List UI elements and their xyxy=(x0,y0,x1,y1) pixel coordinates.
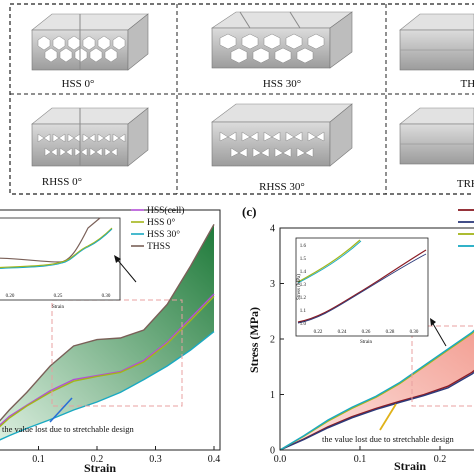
chart-1-series-line-1 xyxy=(279,371,474,451)
chart-left-annotation: the value lost due to stretchable design xyxy=(2,424,134,434)
chart-c-inset-pointer xyxy=(431,321,447,347)
chart-c-inset-y-ticks: 1.6 1.5 1.4 1.3 1.2 1.1 1.0 xyxy=(300,244,307,327)
chart-1-series-line-2 xyxy=(279,330,474,451)
chart-1-y-tick-label-4: 4 xyxy=(270,224,275,235)
inset-y-tick-1.5: 1.5 xyxy=(300,257,307,262)
legend-label-hss-0: HSS 0° xyxy=(147,217,176,228)
model-trhss: TRHSS xyxy=(399,107,474,190)
chart-left-inset-x-label: Strain xyxy=(52,305,64,310)
chart-c-annotation-arrow xyxy=(379,403,397,431)
legend-label-thss: THSS xyxy=(147,242,170,252)
chart-0-series-line-hss-0 xyxy=(0,295,215,428)
chart-c-inset-y-label: Stress (MPa) xyxy=(297,274,302,300)
chart-0-x-tick-label-2: 0.2 xyxy=(91,454,104,465)
legend-label-hss-30: HSS 30° xyxy=(147,229,180,240)
chart-c-inset-pointer-head xyxy=(430,318,436,326)
chart-c-inset-curve-navy xyxy=(297,253,427,324)
chart-left-inset: 0.20 0.25 0.30 Strain xyxy=(0,217,121,310)
inset-x-tick-0.24: 0.24 xyxy=(338,330,347,335)
chart-left-inset-x-tick-2: 0.30 xyxy=(102,294,111,299)
model-label-thss: THSS xyxy=(461,78,474,90)
inset-x-tick-0.22: 0.22 xyxy=(314,330,323,335)
model-label-hss-30: HSS 30° xyxy=(263,78,301,90)
chart-c-ticks: 0.0 0.1 0.2 0 1 2 3 4 xyxy=(270,224,446,466)
chart-c-inset: 1.6 1.5 1.4 1.3 1.2 1.1 1.0 Stress (MPa)… xyxy=(295,237,429,345)
chart-c-inset-curve-hss-0 xyxy=(297,239,361,283)
model-hss-0: HSS 0° xyxy=(31,13,149,90)
chart-1-y-tick-label-3: 3 xyxy=(270,279,275,290)
inset-x-tick-0.30: 0.30 xyxy=(410,330,419,335)
chart-left-x-ticks: 0.00.10.20.30.4 xyxy=(32,446,221,465)
inset-y-tick-1.2: 1.2 xyxy=(300,296,307,301)
model-rhss-30: RHSS 30° xyxy=(211,103,353,193)
chart-c-inset-curve-dark-red xyxy=(297,249,427,323)
chart-c-inset-frame xyxy=(295,237,429,337)
chart-1-y-tick-label-1: 1 xyxy=(270,390,275,401)
model-thss: THSS xyxy=(399,13,474,90)
inset-y-tick-1.1: 1.1 xyxy=(300,309,307,314)
chart-1-y-tick-label-2: 2 xyxy=(270,335,275,346)
chart-1-y-tick-label-0: 0 xyxy=(270,446,275,457)
chart-left-x-label: Strain xyxy=(84,461,116,474)
chart-c-inset-x-ticks: 0.22 0.24 0.26 0.28 0.30 xyxy=(314,330,419,335)
inset-x-tick-0.28: 0.28 xyxy=(386,330,395,335)
model-panel: HSS 0° HSS 30° xyxy=(9,3,474,195)
chart-1-x-tick-label-2: 0.2 xyxy=(434,454,447,465)
chart-c-zoom-box xyxy=(411,325,474,407)
chart-left-inset-pointer-head xyxy=(114,255,121,263)
chart-c-inset-curve-hss-30 xyxy=(297,240,362,284)
legend-label-hss-cell: HSS(cell) xyxy=(147,205,184,216)
chart-0-x-tick-label-1: 0.1 xyxy=(32,454,45,465)
chart-left: 0.00.10.20.30.4 Strain 0.20 0.25 0.30 St… xyxy=(0,205,221,474)
chart-1-series-line-0 xyxy=(279,369,474,451)
chart-left-inset-curve-hss-0 xyxy=(0,227,113,269)
chart-1-series-line-3 xyxy=(279,329,474,451)
model-label-hss-0: HSS 0° xyxy=(62,78,95,90)
inset-y-tick-1.3: 1.3 xyxy=(300,283,307,288)
chart-left-annotation-arrow xyxy=(49,397,73,423)
inset-y-tick-1.4: 1.4 xyxy=(300,270,307,275)
chart-c: (c) 0.0 0.1 0.2 0 1 2 3 4 Stress (MPa) Strain 1… xyxy=(242,204,474,473)
chart-0-series-line-thss xyxy=(0,224,215,422)
chart-c-x-label: Strain xyxy=(394,459,426,473)
model-label-trhss: TRHSS xyxy=(457,178,474,190)
chart-c-series xyxy=(279,329,474,451)
model-label-rhss-30: RHSS 30° xyxy=(259,181,305,193)
model-hss-30: HSS 30° xyxy=(211,11,353,90)
model-panel-border xyxy=(9,3,474,195)
chart-left-lost-value-fill xyxy=(0,224,214,440)
inset-y-tick-1.6: 1.6 xyxy=(300,244,307,249)
chart-left-inset-x-tick-1: 0.25 xyxy=(54,294,63,299)
inset-x-tick-0.26: 0.26 xyxy=(362,330,371,335)
chart-1-x-tick-label-0: 0.0 xyxy=(274,454,287,465)
chart-c-inset-x-label: Strain xyxy=(360,340,372,345)
chart-left-inset-curve-hss-30 xyxy=(0,228,113,269)
chart-left-inset-pointer xyxy=(115,257,137,283)
chart-0-x-tick-label-3: 0.3 xyxy=(149,454,162,465)
model-label-rhss-0: RHSS 0° xyxy=(42,176,82,188)
chart-left-inset-x-tick-0: 0.20 xyxy=(6,294,15,299)
chart-c-panel-label: (c) xyxy=(242,204,256,219)
chart-0-series-line-hss-cell xyxy=(0,293,215,426)
model-rhss-0: RHSS 0° xyxy=(31,107,149,188)
chart-c-annotation: the value lost due to stretchable design xyxy=(322,434,454,444)
inset-y-tick-1.0: 1.0 xyxy=(300,322,307,327)
chart-1-x-tick-label-1: 0.1 xyxy=(354,454,367,465)
chart-0-x-tick-label-4: 0.4 xyxy=(208,454,221,465)
chart-c-y-label: Stress (MPa) xyxy=(247,307,261,373)
chart-c-legend xyxy=(458,209,474,247)
chart-left-plot-frame xyxy=(0,209,221,451)
chart-left-legend: HSS(cell) HSS 0° HSS 30° THSS xyxy=(131,205,184,252)
